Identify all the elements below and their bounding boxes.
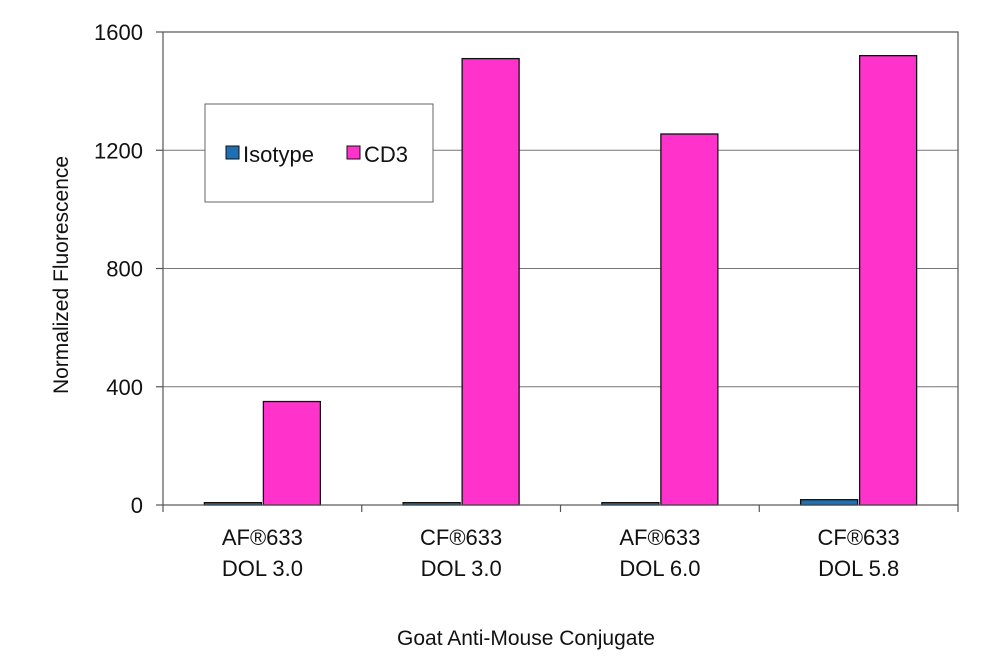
legend-label-isotype: Isotype	[243, 142, 314, 167]
legend-label-cd3: CD3	[364, 142, 408, 167]
x-category-label: CF®633	[818, 525, 900, 550]
legend-swatch-cd3	[346, 145, 361, 160]
bar-cd3-1	[461, 57, 520, 506]
bar-cd3-0	[262, 400, 322, 506]
y-axis-title: Normalized Fluorescence	[50, 156, 73, 394]
y-tick-label: 800	[106, 257, 143, 282]
bar-isotype-3	[799, 499, 859, 506]
y-tick-label: 0	[131, 493, 143, 518]
legend-box	[204, 103, 434, 203]
x-category-label: AF®633	[619, 525, 700, 550]
x-axis-title: Goat Anti-Mouse Conjugate	[397, 627, 655, 650]
x-category-label: AF®633	[222, 525, 303, 550]
y-tick-label: 1200	[94, 138, 143, 163]
x-category-label: DOL 5.8	[818, 556, 899, 581]
legend: Isotype CD3	[204, 103, 434, 203]
bars	[203, 55, 918, 506]
y-tick-label: 400	[106, 375, 143, 400]
y-tick-label: 1600	[94, 20, 143, 45]
x-category-label: CF®633	[420, 525, 502, 550]
bar-cd3-2	[660, 133, 719, 506]
x-axis-ticks: AF®633 DOL 3.0 CF®633 DOL 3.0 AF®633 DOL 6.0 C…	[162, 505, 959, 581]
x-category-label: DOL 3.0	[421, 556, 502, 581]
x-category-label: DOL 6.0	[619, 556, 700, 581]
legend-swatch-isotype	[225, 145, 240, 160]
y-axis-ticks: 0 400 800 1200 1600	[94, 20, 163, 518]
bar-cd3-3	[858, 55, 918, 506]
x-category-label: DOL 3.0	[222, 556, 303, 581]
